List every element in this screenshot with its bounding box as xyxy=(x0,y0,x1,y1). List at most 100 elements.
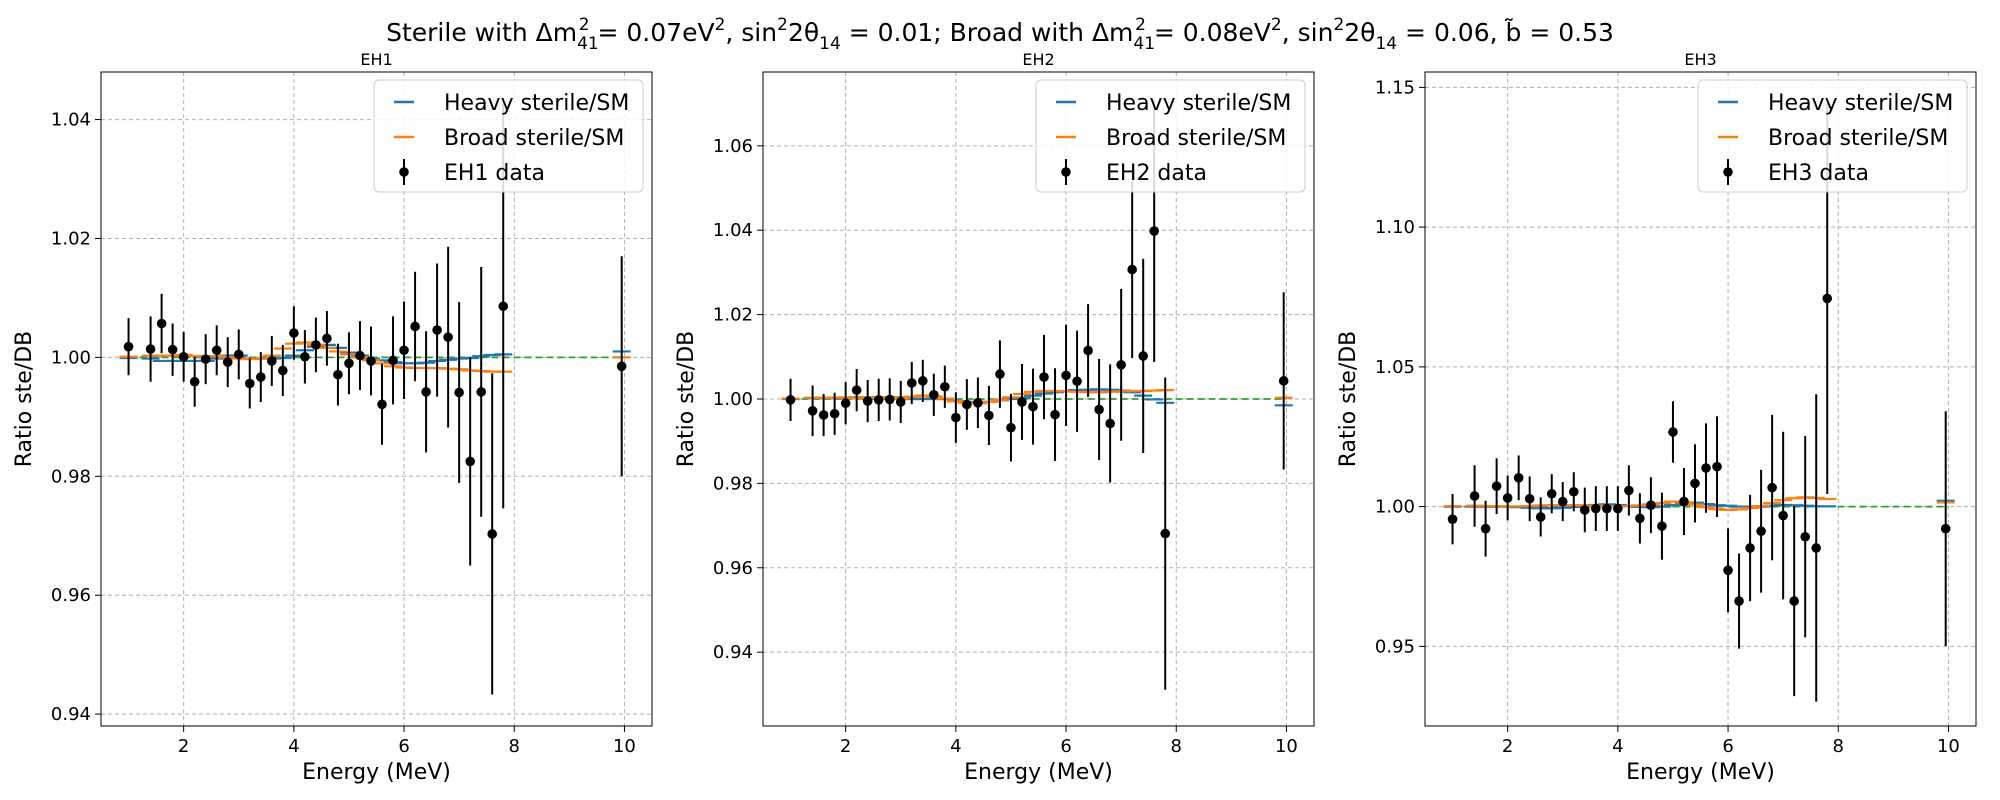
data-point xyxy=(333,369,343,380)
x-tick-label: 10 xyxy=(613,736,636,757)
data-point xyxy=(1579,505,1590,515)
data-point xyxy=(951,412,961,423)
data-point xyxy=(1138,351,1148,361)
data-point xyxy=(289,328,299,338)
data-point xyxy=(410,321,420,332)
legend-box xyxy=(1035,79,1306,193)
y-tick-label: 1.06 xyxy=(713,136,753,157)
y-tick-label: 0.94 xyxy=(713,642,753,663)
data-point xyxy=(1745,543,1755,553)
data-point xyxy=(123,341,134,352)
subplot-title: EH2 xyxy=(1022,50,1054,69)
y-tick-label: 0.94 xyxy=(51,704,91,725)
subplot-title: EH1 xyxy=(360,50,392,69)
data-point xyxy=(1278,376,1289,386)
data-point xyxy=(377,399,387,410)
x-tick-label: 8 xyxy=(1171,736,1182,757)
y-tick-label: 0.98 xyxy=(713,473,753,494)
data-point xyxy=(267,356,277,366)
data-point xyxy=(984,410,994,421)
legend-data-marker-swatch xyxy=(1723,167,1733,177)
y-tick-label: 0.98 xyxy=(51,466,91,487)
data-point xyxy=(432,325,442,335)
data-point xyxy=(1546,488,1557,499)
data-point xyxy=(1568,486,1579,497)
data-point xyxy=(1778,510,1788,521)
data-point xyxy=(818,410,829,420)
data-point xyxy=(1756,526,1766,536)
data-point xyxy=(906,378,917,388)
data-point xyxy=(1940,523,1951,534)
data-point xyxy=(1447,514,1458,524)
data-point xyxy=(1800,531,1810,542)
data-point xyxy=(366,356,376,366)
x-axis-label: Energy (MeV) xyxy=(302,760,451,785)
data-point xyxy=(278,365,288,376)
x-tick-label: 4 xyxy=(950,736,961,757)
data-point xyxy=(1491,481,1502,492)
data-point xyxy=(1535,512,1546,522)
legend-entry: Heavy sterile/SM xyxy=(1768,91,1953,116)
data-point xyxy=(1127,264,1137,275)
legend-entry: EH2 data xyxy=(1106,161,1207,186)
data-point xyxy=(1524,493,1535,504)
data-point xyxy=(443,332,453,342)
data-point xyxy=(1822,293,1833,304)
y-axis-label: Ratio ste/DB xyxy=(1336,331,1361,468)
x-tick-label: 2 xyxy=(178,736,189,757)
data-point xyxy=(840,398,851,409)
x-tick-label: 6 xyxy=(1060,736,1071,757)
axes-frame xyxy=(100,71,653,727)
data-point xyxy=(255,372,266,382)
x-tick-label: 4 xyxy=(288,736,299,757)
data-point xyxy=(1480,523,1491,534)
data-point xyxy=(1083,345,1093,356)
data-point xyxy=(465,456,475,467)
data-point xyxy=(1624,485,1634,496)
y-tick-label: 1.04 xyxy=(713,220,753,241)
data-point xyxy=(1469,491,1480,501)
x-tick-label: 8 xyxy=(509,736,520,757)
y-tick-label: 1.02 xyxy=(51,228,91,249)
y-tick-label: 1.02 xyxy=(713,305,753,326)
data-point xyxy=(1006,422,1016,433)
data-point xyxy=(785,395,796,405)
data-point xyxy=(498,301,509,312)
y-tick-label: 1.00 xyxy=(1375,497,1415,518)
x-tick-label: 6 xyxy=(1722,736,1733,757)
y-axis-label: Ratio ste/DB xyxy=(12,331,37,468)
data-point xyxy=(1039,372,1049,382)
subplot-title: EH3 xyxy=(1684,50,1716,69)
data-point xyxy=(1811,543,1822,553)
data-point xyxy=(929,389,939,400)
legend: Heavy sterile/SM Broad sterile/SM EH3 data xyxy=(1697,79,1968,193)
data-point xyxy=(1149,226,1160,236)
x-tick-label: 10 xyxy=(1937,736,1960,757)
data-point xyxy=(917,376,928,386)
x-tick-label: 10 xyxy=(1275,736,1298,757)
legend-entry: Broad sterile/SM xyxy=(444,126,624,151)
data-point xyxy=(1017,397,1027,407)
data-point xyxy=(167,344,178,355)
data-point xyxy=(388,355,398,366)
data-point xyxy=(1635,513,1645,524)
legend-entry: Heavy sterile/SM xyxy=(444,91,629,116)
data-point xyxy=(1028,401,1038,412)
data-point xyxy=(233,349,244,360)
y-tick-label: 0.96 xyxy=(713,558,753,579)
y-tick-label: 1.10 xyxy=(1375,217,1415,238)
data-point xyxy=(300,351,310,362)
data-point xyxy=(1513,473,1524,483)
data-point xyxy=(1723,565,1733,576)
data-point xyxy=(244,378,255,389)
data-point xyxy=(1701,463,1711,473)
legend-box xyxy=(1697,79,1968,193)
x-tick-label: 4 xyxy=(1612,736,1623,757)
data-point xyxy=(851,385,862,395)
y-tick-label: 0.96 xyxy=(51,585,91,606)
x-axis-label: Energy (MeV) xyxy=(1626,760,1775,785)
x-tick-label: 8 xyxy=(1833,736,1844,757)
x-tick-label: 2 xyxy=(840,736,851,757)
axes-frame xyxy=(1424,71,1977,727)
